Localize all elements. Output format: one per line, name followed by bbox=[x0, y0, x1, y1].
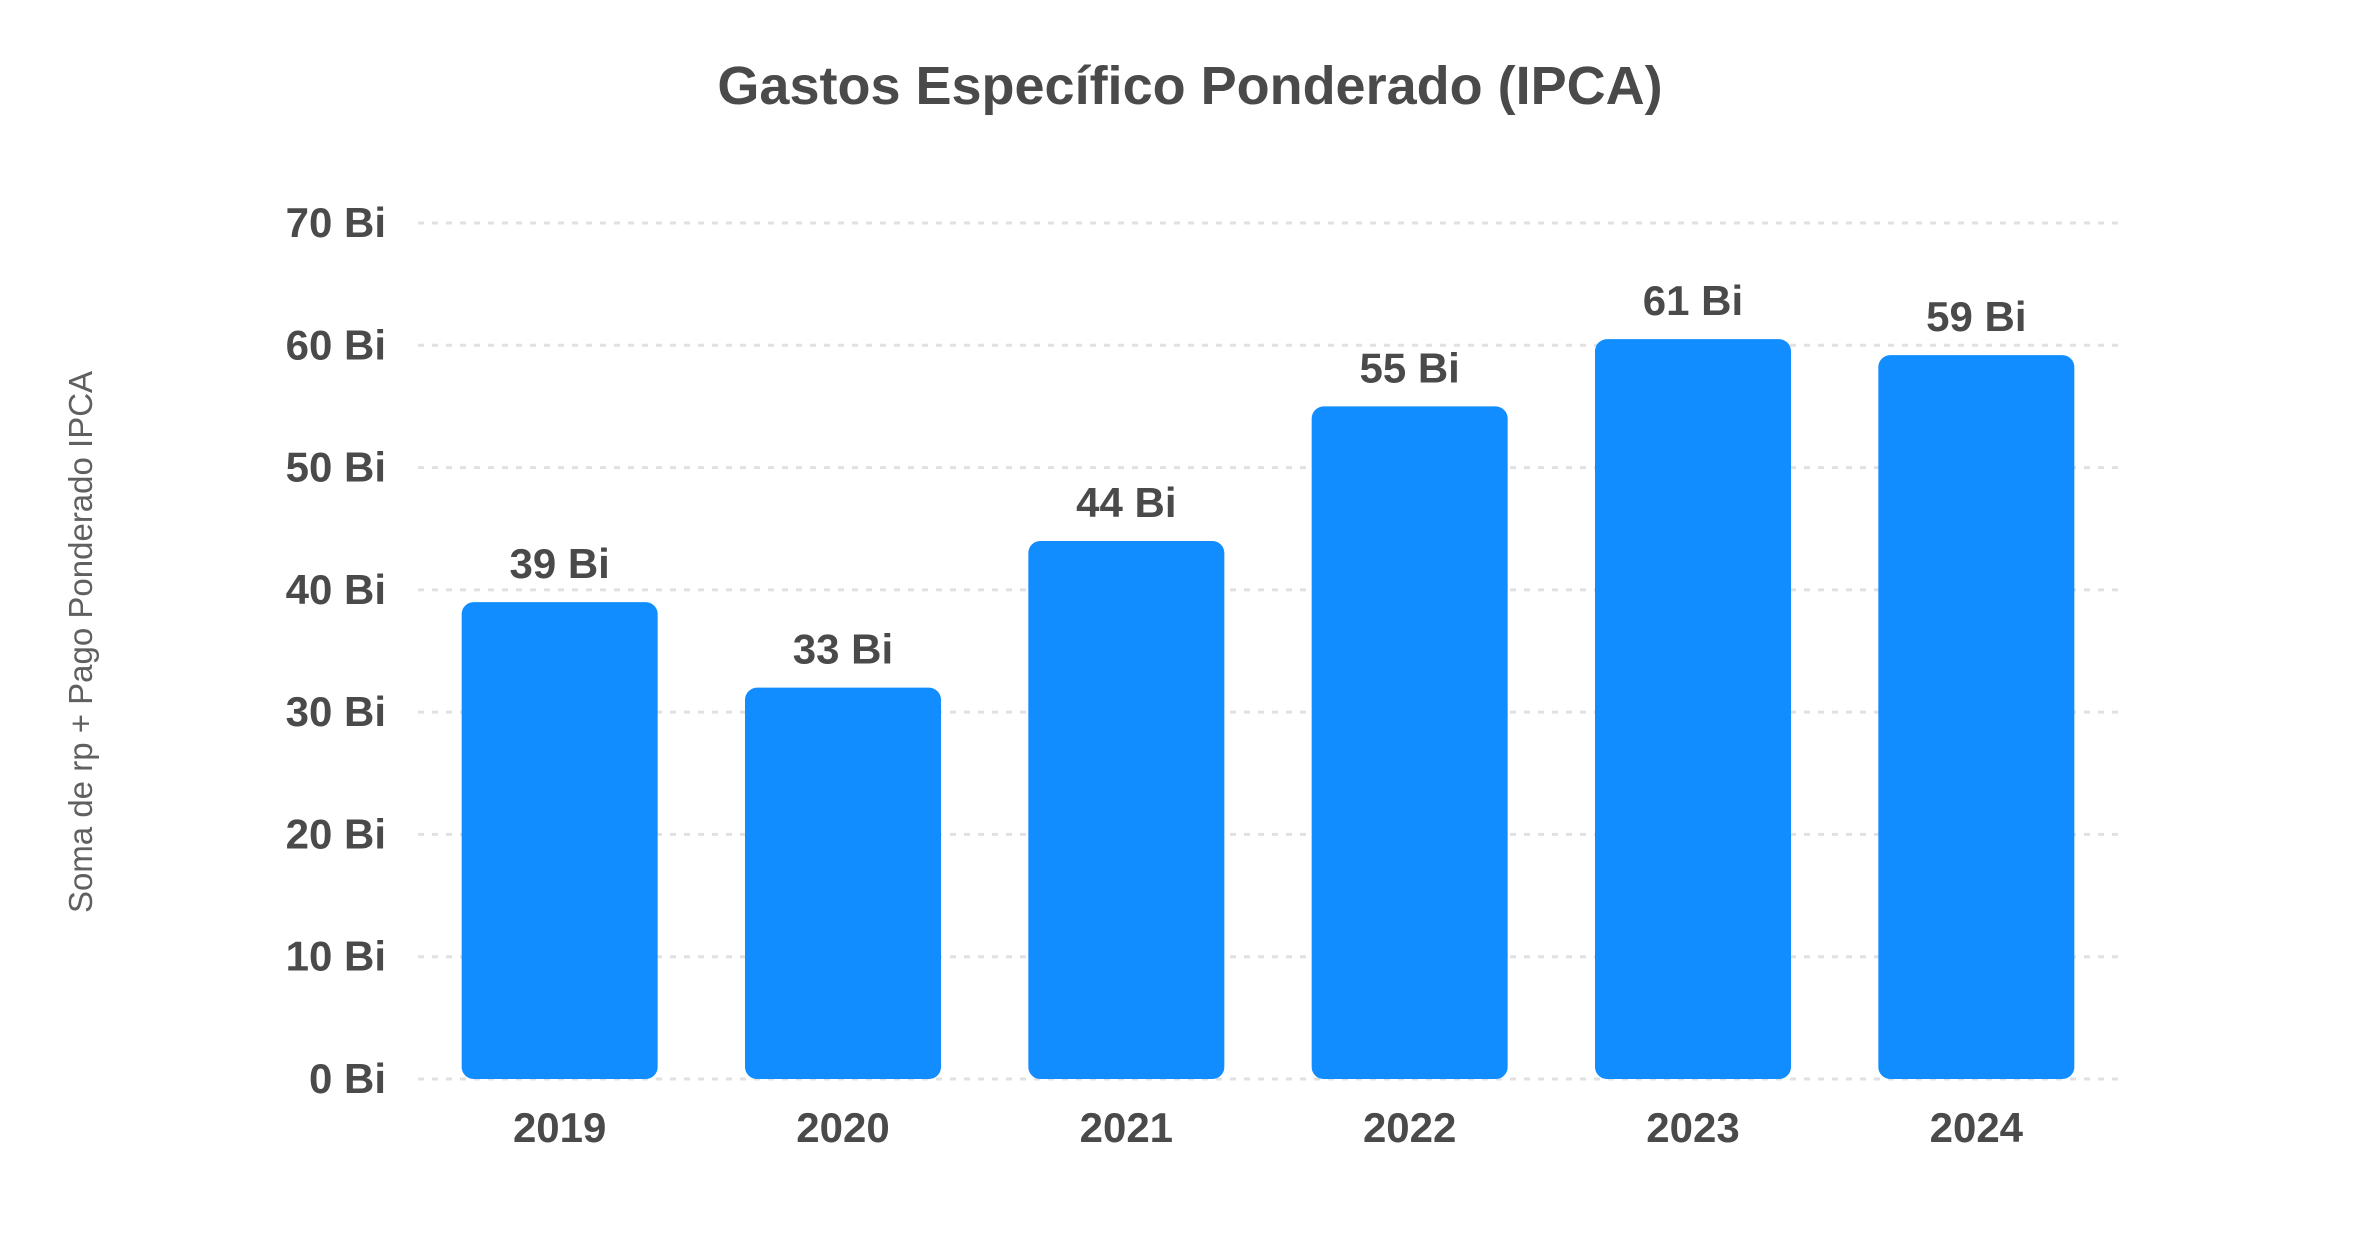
data-label-2019: 39 Bi bbox=[509, 540, 609, 587]
y-tick-label: 70 Bi bbox=[286, 199, 386, 246]
bar-2021 bbox=[1028, 540, 1225, 1079]
gridlines bbox=[418, 221, 2118, 1081]
bar-2019 bbox=[461, 602, 658, 1079]
x-tick-label: 2020 bbox=[796, 1104, 889, 1151]
y-tick-label: 60 Bi bbox=[286, 321, 386, 368]
bars bbox=[461, 339, 2075, 1080]
y-tick-label: 50 Bi bbox=[286, 444, 386, 491]
data-label-2022: 55 Bi bbox=[1359, 344, 1459, 391]
y-axis-ticks: 0 Bi 10 Bi 20 Bi 30 Bi 40 Bi 50 Bi 60 Bi 70 Bi bbox=[286, 199, 386, 1102]
x-tick-label: 2023 bbox=[1646, 1104, 1739, 1151]
y-axis-title: Soma de rp + Pago Ponderado IPCA bbox=[62, 371, 99, 913]
data-labels: 39 Bi 33 Bi 44 Bi 55 Bi 61 Bi 59 Bi bbox=[509, 277, 2026, 673]
bar-2024 bbox=[1878, 355, 2075, 1079]
x-tick-label: 2024 bbox=[1930, 1104, 2024, 1151]
y-tick-label: 20 Bi bbox=[286, 810, 386, 857]
y-tick-label: 40 Bi bbox=[286, 566, 386, 613]
x-axis-ticks: 2019 2020 2021 2022 2023 2024 bbox=[513, 1104, 2024, 1151]
x-tick-label: 2019 bbox=[513, 1104, 606, 1151]
y-tick-label: 30 Bi bbox=[286, 688, 386, 735]
chart-title: Gastos Específico Ponderado (IPCA) bbox=[717, 56, 1662, 116]
data-label-2021: 44 Bi bbox=[1076, 479, 1176, 526]
bar-2023 bbox=[1595, 339, 1791, 1080]
y-tick-label: 10 Bi bbox=[286, 933, 386, 980]
data-label-2023: 61 Bi bbox=[1643, 277, 1743, 324]
data-label-2020: 33 Bi bbox=[793, 626, 893, 673]
bar-2020 bbox=[745, 687, 941, 1079]
x-tick-label: 2022 bbox=[1363, 1104, 1456, 1151]
y-tick-label: 0 Bi bbox=[309, 1055, 386, 1102]
bar-2022 bbox=[1311, 406, 1508, 1079]
data-label-2024: 59 Bi bbox=[1926, 293, 2026, 340]
x-tick-label: 2021 bbox=[1080, 1104, 1173, 1151]
